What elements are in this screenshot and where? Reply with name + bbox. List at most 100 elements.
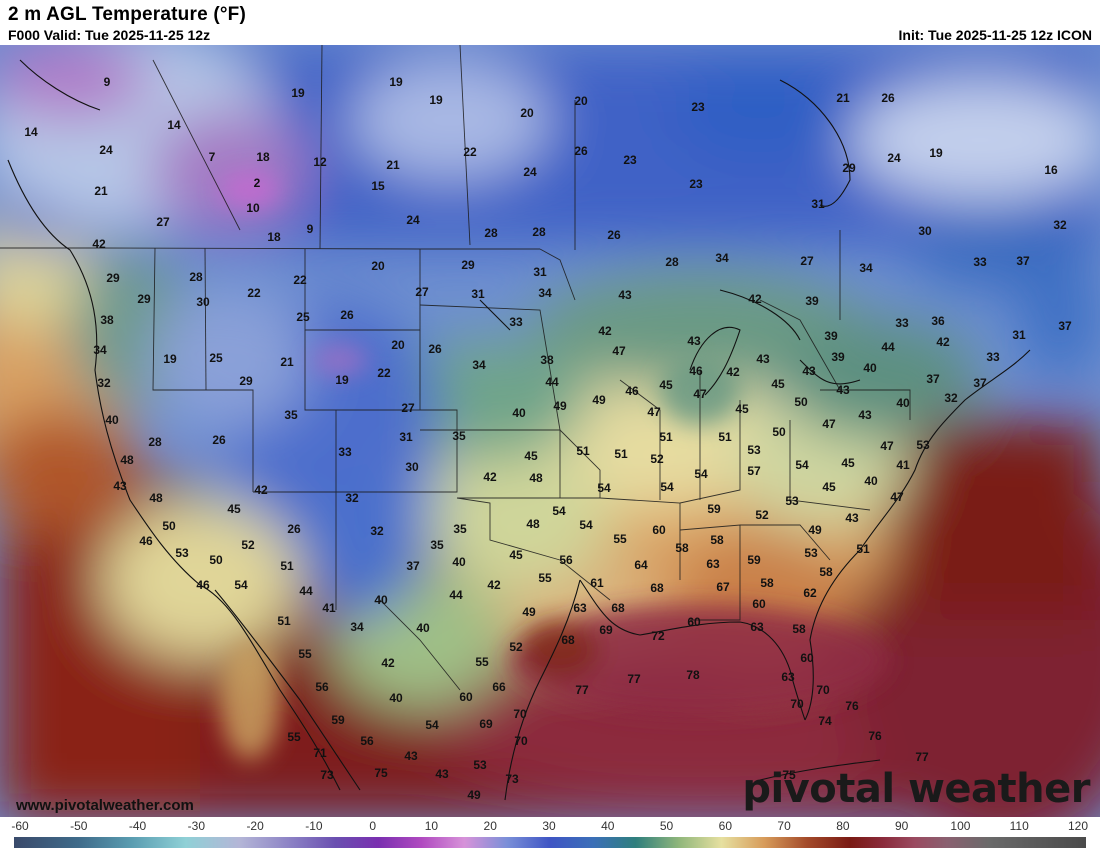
temperature-label: 22	[247, 286, 261, 300]
temperature-label: 46	[689, 364, 703, 378]
temperature-label: 42	[92, 237, 106, 251]
temperature-label: 69	[479, 717, 493, 731]
temperature-label: 33	[509, 315, 523, 329]
temperature-label: 48	[526, 517, 540, 531]
temperature-label: 55	[287, 730, 301, 744]
temperature-label: 10	[246, 201, 260, 215]
temperature-label: 68	[611, 601, 625, 615]
temperature-label: 48	[149, 491, 163, 505]
temperature-label: 32	[370, 524, 384, 538]
temperature-label: 9	[307, 222, 314, 236]
temperature-label: 41	[896, 458, 910, 472]
temperature-label: 31	[1012, 328, 1026, 342]
temperature-label: 49	[592, 393, 606, 407]
temperature-label: 39	[824, 329, 838, 343]
temperature-label: 55	[613, 532, 627, 546]
temperature-label: 45	[822, 480, 836, 494]
temperature-label: 52	[650, 452, 664, 466]
temperature-label: 69	[599, 623, 613, 637]
temperature-label: 31	[533, 265, 547, 279]
temperature-label: 28	[665, 255, 679, 269]
temperature-label: 21	[280, 355, 294, 369]
temperature-label: 43	[113, 479, 127, 493]
temperature-label: 22	[293, 273, 307, 287]
temperature-label: 44	[449, 588, 463, 602]
temperature-label: 28	[532, 225, 546, 239]
temperature-label: 49	[553, 399, 567, 413]
temperature-label: 20	[574, 94, 588, 108]
temperature-label: 51	[576, 444, 590, 458]
temperature-label: 43	[858, 408, 872, 422]
temperature-label: 29	[461, 258, 475, 272]
temperature-label: 2	[254, 176, 261, 190]
temperature-label: 75	[374, 766, 388, 780]
temperature-label: 56	[360, 734, 374, 748]
temperature-label: 26	[428, 342, 442, 356]
temperature-label: 77	[915, 750, 929, 764]
temperature-label: 50	[772, 425, 786, 439]
temperature-label: 62	[803, 586, 817, 600]
temperature-label: 20	[371, 259, 385, 273]
temperature-label: 29	[842, 161, 856, 175]
temperature-label: 46	[196, 578, 210, 592]
temperature-label: 58	[710, 533, 724, 547]
temperature-label: 41	[322, 601, 336, 615]
pivotal-weather-logo: pivotal weather	[742, 766, 1090, 812]
temperature-label: 44	[299, 584, 313, 598]
legend-tick: -60	[11, 819, 29, 833]
temperature-label: 40	[105, 413, 119, 427]
temperature-label: 63	[706, 557, 720, 571]
temperature-label: 73	[320, 768, 334, 782]
temperature-label: 40	[452, 555, 466, 569]
temperature-label: 53	[473, 758, 487, 772]
temperature-label: 27	[800, 254, 814, 268]
temperature-label: 23	[691, 100, 705, 114]
website-url: www.pivotalweather.com	[16, 797, 194, 814]
color-legend: -60 -50 -40 -30 -20 -10 0 10 20 30 40 50 60 70 80 90 100…	[0, 817, 1100, 850]
temperature-label: 27	[401, 401, 415, 415]
temperature-label: 19	[929, 146, 943, 160]
temperature-label: 58	[792, 622, 806, 636]
temperature-label: 38	[100, 313, 114, 327]
temperature-label: 32	[1053, 218, 1067, 232]
temperature-label: 19	[389, 75, 403, 89]
temperature-label: 42	[598, 324, 612, 338]
legend-tick: 10	[424, 819, 439, 833]
temperature-label: 15	[371, 179, 385, 193]
temperature-label: 43	[756, 352, 770, 366]
temperature-label: 26	[607, 228, 621, 242]
coastlines	[7, 59, 1031, 801]
temperature-label: 49	[808, 523, 822, 537]
temperature-label: 45	[227, 502, 241, 516]
temperature-label: 30	[918, 224, 932, 238]
temperature-label: 23	[689, 177, 703, 191]
temperature-label: 45	[841, 456, 855, 470]
temperature-label: 40	[864, 474, 878, 488]
temperature-label: 68	[650, 581, 664, 595]
temperature-label: 58	[760, 576, 774, 590]
temperature-label: 77	[627, 672, 641, 686]
temperature-label: 37	[926, 372, 940, 386]
temperature-map[interactable]: 9 19 19 19 20 20 23 14 14 24 7 18 12 21 22 26 23 24 2 15 23 2…	[0, 45, 1100, 817]
temperature-label: 31	[399, 430, 413, 444]
temperature-label: 40	[374, 593, 388, 607]
temperature-label: 29	[239, 374, 253, 388]
temperature-label: 66	[492, 680, 506, 694]
temperature-label: 60	[687, 615, 701, 629]
temperature-label: 67	[716, 580, 730, 594]
temperature-label: 20	[391, 338, 405, 352]
temperature-label: 21	[386, 158, 400, 172]
temperature-label: 55	[298, 647, 312, 661]
temperature-label: 42	[381, 656, 395, 670]
temperature-label: 32	[944, 391, 958, 405]
temperature-label: 77	[575, 683, 589, 697]
temperature-label: 43	[836, 383, 850, 397]
legend-tick: 70	[777, 819, 791, 833]
temperature-label: 19	[335, 373, 349, 387]
temperature-label: 43	[687, 334, 701, 348]
temperature-label: 14	[24, 125, 38, 139]
temperature-label: 52	[755, 508, 769, 522]
legend-tick: 110	[1009, 819, 1029, 833]
legend-tick: 0	[369, 819, 376, 833]
